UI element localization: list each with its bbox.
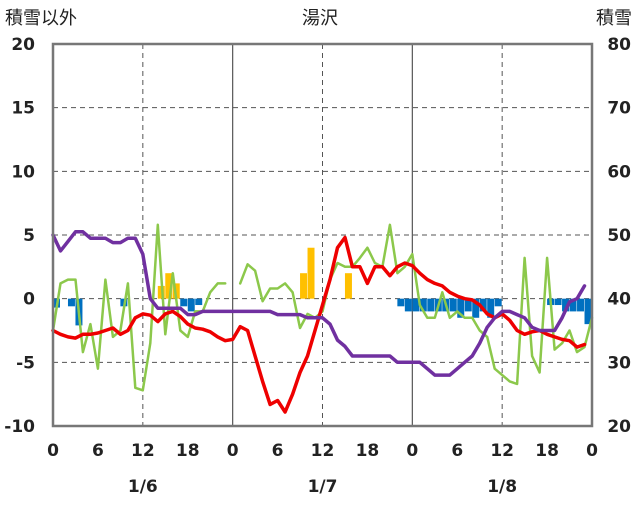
snowfall-bar — [584, 298, 592, 325]
snowfall-bars — [53, 247, 592, 326]
x-tick-label: 6 — [92, 441, 104, 461]
date-label: 1/8 — [487, 477, 517, 497]
snowfall-bar — [67, 298, 75, 307]
x-tick-label: 0 — [406, 441, 418, 461]
date-label: 1/6 — [128, 477, 158, 497]
snowfall-bar — [577, 298, 585, 312]
y-left-tick-label: 10 — [11, 162, 35, 182]
wind-line — [51, 223, 594, 392]
chart-title: 湯沢 — [302, 8, 338, 29]
y-left-tick-label: 5 — [23, 226, 35, 246]
series-lines — [51, 223, 594, 414]
x-tick-label: 12 — [490, 441, 514, 461]
snowfall-bar — [479, 298, 487, 312]
snowfall-bar — [344, 273, 352, 299]
snowfall-bar — [397, 298, 405, 307]
snowfall-bar — [412, 298, 420, 312]
y-right-tick-label: 80 — [607, 35, 631, 55]
snowfall-bar — [300, 273, 308, 299]
date-label: 1/7 — [308, 477, 338, 497]
snowfall-bar — [165, 273, 173, 299]
snowfall-bar — [562, 298, 570, 312]
snow-depth-line — [51, 230, 587, 377]
x-tick-label: 0 — [227, 441, 239, 461]
y-right-tick-label: 20 — [607, 417, 631, 437]
x-tick-label: 12 — [311, 441, 335, 461]
x-tick-label: 6 — [272, 441, 284, 461]
y-right-tick-label: 40 — [607, 290, 631, 310]
snowfall-bar — [554, 298, 562, 306]
left-axis-label: 積雪以外 — [5, 8, 77, 29]
snowfall-bar — [404, 298, 412, 312]
grid-layer — [53, 44, 592, 426]
y-left-tick-label: -5 — [16, 353, 35, 373]
x-tick-label: 0 — [47, 441, 59, 461]
snowfall-bar — [307, 247, 315, 299]
x-tick-label: 18 — [535, 441, 559, 461]
y-left-tick-label: 20 — [11, 35, 35, 55]
snowfall-bar — [180, 298, 188, 307]
snowfall-bar — [195, 298, 203, 306]
snowfall-bar — [494, 298, 502, 307]
y-left-tick-label: 15 — [11, 99, 35, 119]
snowfall-bar — [427, 298, 435, 312]
plot-frame — [51, 42, 594, 428]
x-tick-label: 12 — [131, 441, 155, 461]
x-tick-label: 18 — [176, 441, 200, 461]
snowfall-bar — [187, 298, 195, 312]
snowfall-bar — [569, 298, 577, 312]
x-tick-label: 0 — [586, 441, 598, 461]
x-tick-label: 18 — [356, 441, 380, 461]
x-tick-label: 6 — [451, 441, 463, 461]
y-right-tick-label: 30 — [607, 353, 631, 373]
y-left-tick-label: 0 — [23, 290, 35, 310]
y-left-tick-label: -10 — [4, 417, 35, 437]
temperature-line — [51, 235, 587, 414]
y-right-tick-label: 60 — [607, 162, 631, 182]
y-right-tick-label: 50 — [607, 226, 631, 246]
snowfall-bar — [464, 298, 472, 312]
snowfall-bar — [487, 298, 495, 318]
right-axis-label: 積雪 — [596, 8, 632, 29]
snowfall-bar — [472, 298, 480, 318]
snowfall-bar — [457, 298, 465, 318]
snowfall-bar — [449, 298, 457, 312]
y-right-tick-label: 70 — [607, 99, 631, 119]
snowfall-bar — [419, 298, 427, 312]
